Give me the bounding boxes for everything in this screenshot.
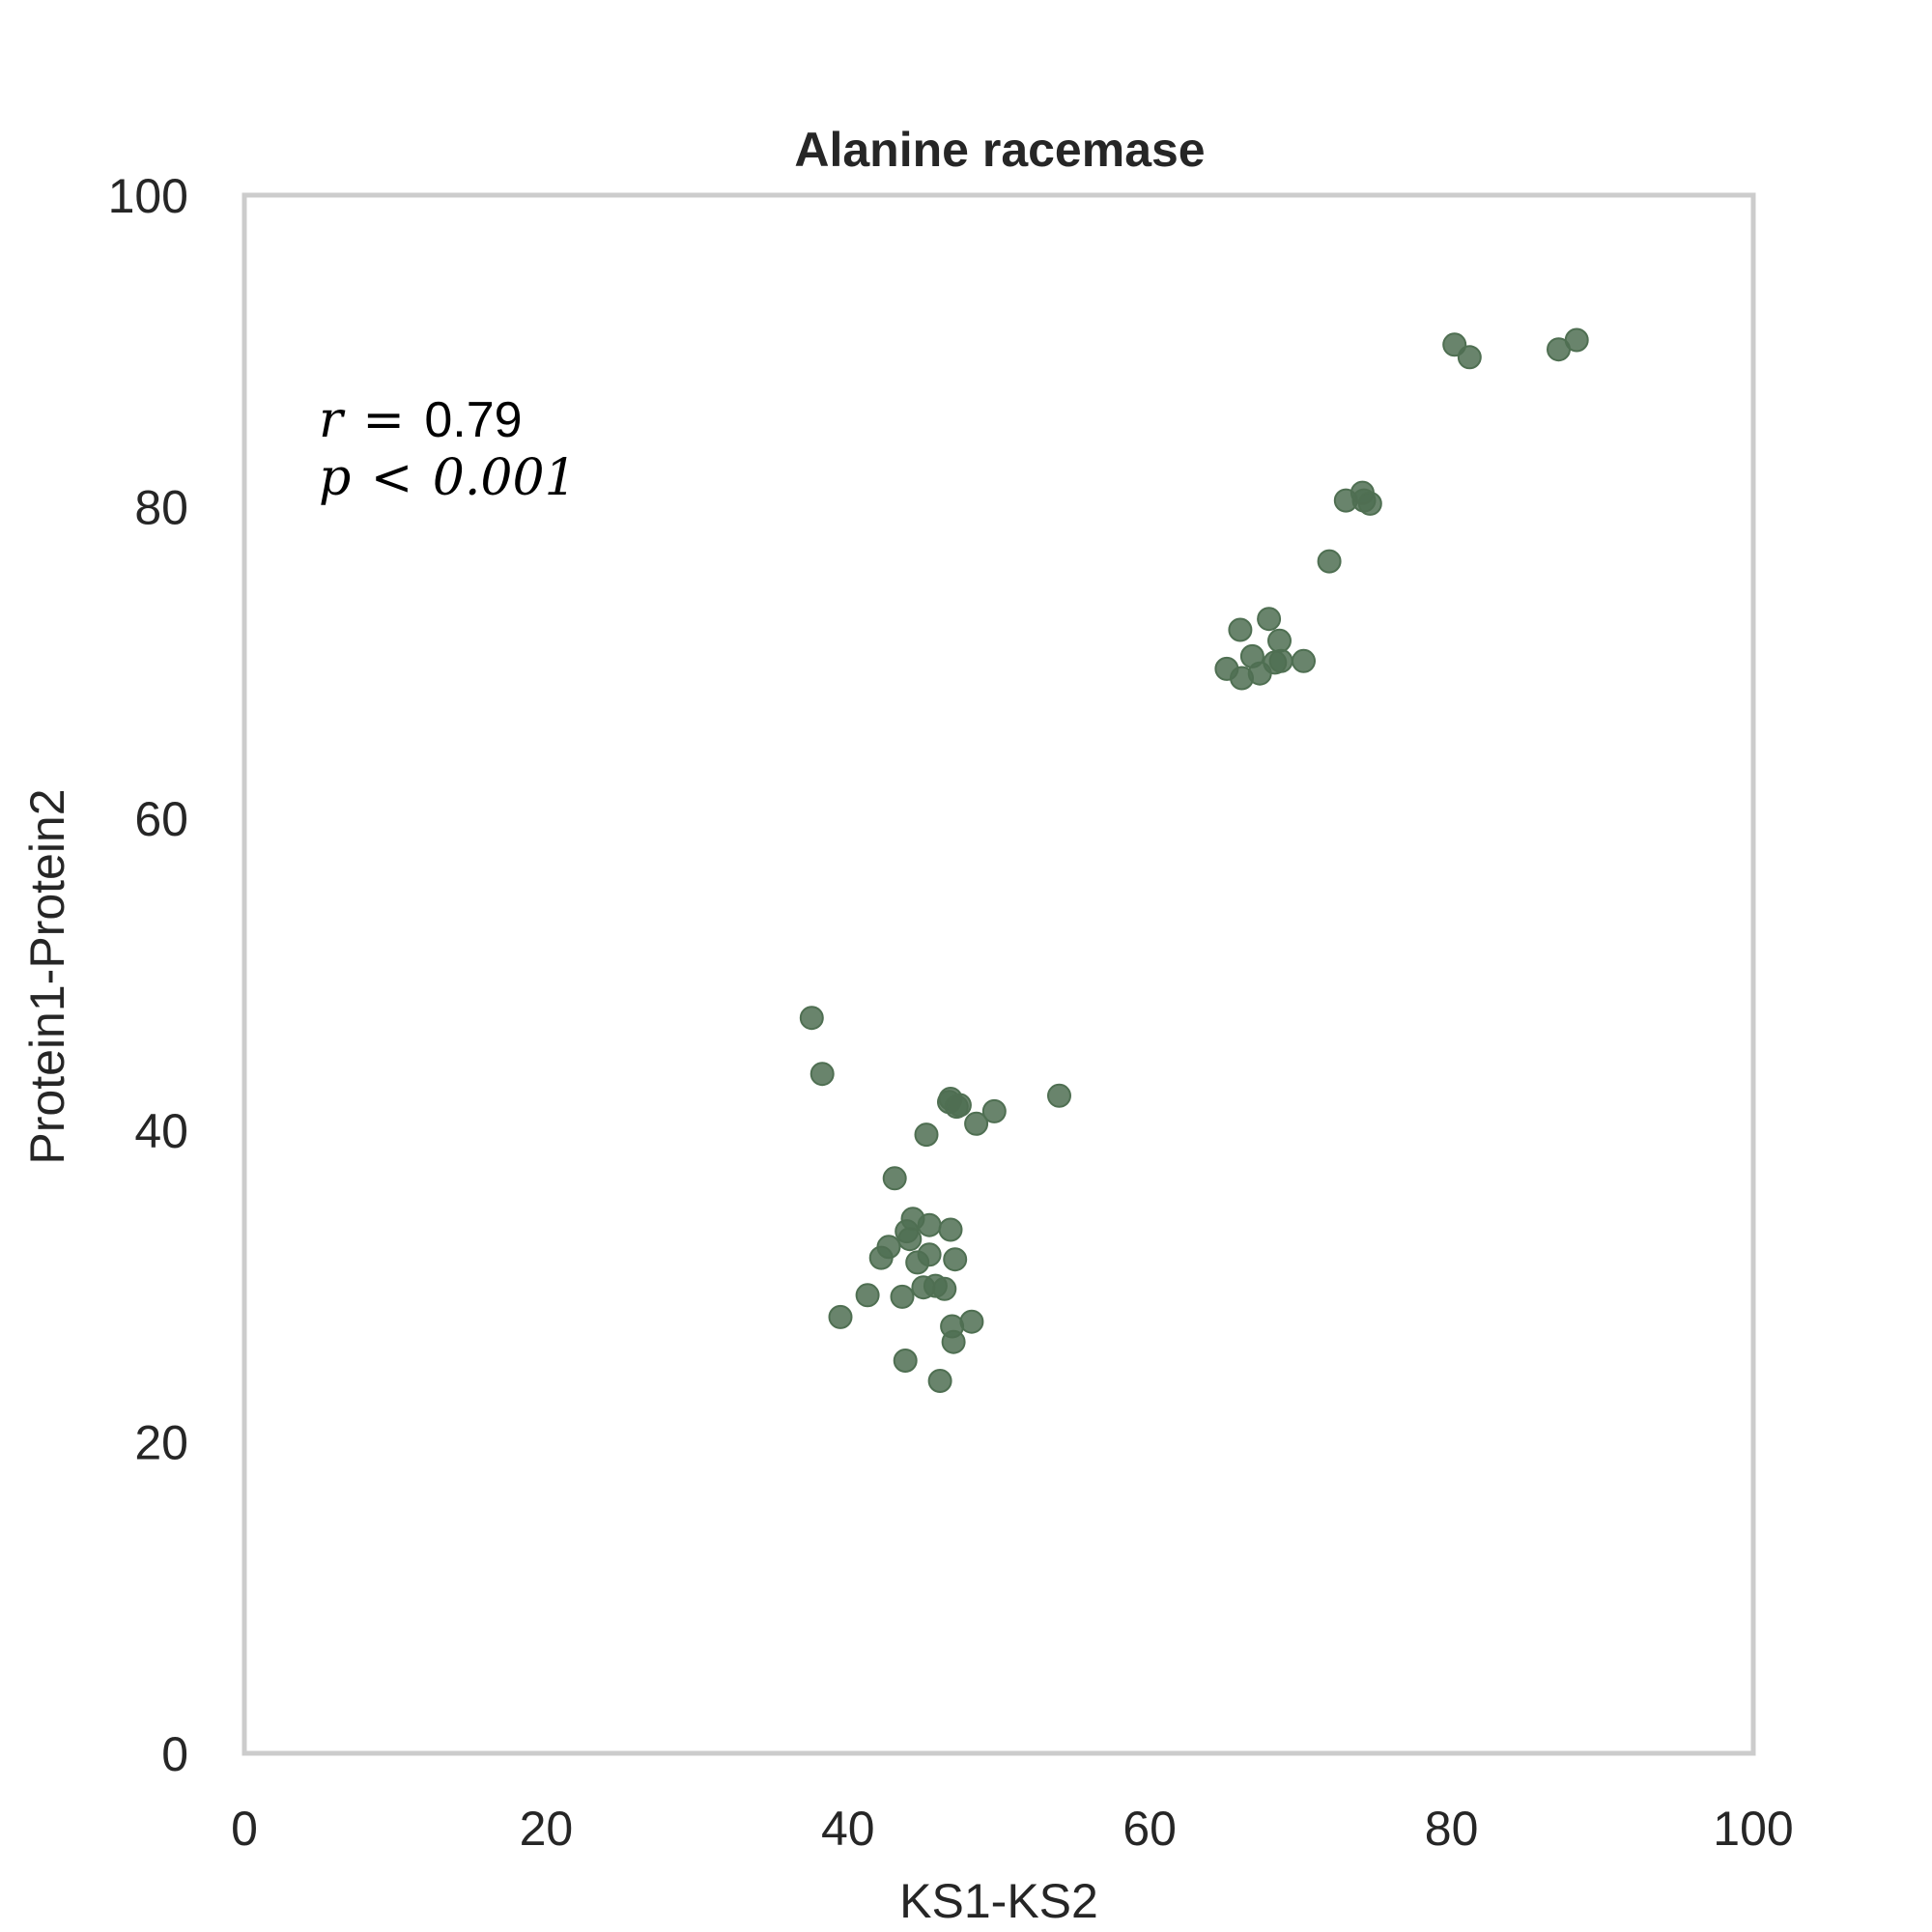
scatter-point-25 (943, 1247, 968, 1272)
scatter-point-50 (1564, 327, 1589, 353)
scatter-point-14 (914, 1122, 939, 1148)
scatter-point-3 (855, 1283, 880, 1308)
scatter-point-24 (941, 1329, 966, 1354)
scatter-point-37 (1257, 607, 1282, 632)
y-tick-label: 20 (134, 1415, 188, 1469)
scatter-point-48 (1457, 345, 1482, 370)
chart-title: Alanine racemase (794, 123, 1205, 177)
x-tick-label: 20 (520, 1802, 574, 1856)
x-tick-label: 100 (1713, 1802, 1793, 1856)
scatter-point-22 (938, 1217, 963, 1242)
x-tick-label: 60 (1122, 1802, 1177, 1856)
x-tick-label: 40 (821, 1802, 875, 1856)
scatter-point-18 (927, 1369, 952, 1393)
y-tick-label: 0 (161, 1727, 188, 1781)
r-annotation: r = 0.79 (319, 391, 523, 449)
scatter-point-0 (799, 1006, 824, 1031)
p-annotation: p < 0.001 (319, 449, 577, 507)
scatter-point-10 (897, 1227, 923, 1252)
x-tick-label: 80 (1425, 1802, 1479, 1856)
scatter-point-27 (947, 1093, 972, 1118)
scatter-point-39 (1267, 628, 1292, 653)
scatter-point-30 (981, 1098, 1007, 1123)
y-tick-label: 40 (134, 1104, 188, 1158)
scatter-point-28 (959, 1309, 984, 1334)
correlation-annotation: r = 0.79 p < 0.001 (319, 391, 577, 507)
scatter-point-5 (876, 1235, 901, 1260)
scatter-point-6 (882, 1166, 907, 1191)
scatter-point-29 (964, 1111, 989, 1136)
scatter-point-16 (917, 1242, 942, 1267)
scatter-point-41 (1292, 648, 1316, 673)
y-tick-label: 60 (134, 792, 188, 846)
p-value: 0.001 (433, 449, 577, 507)
scatter-point-1 (810, 1062, 835, 1087)
scatter-point-31 (1047, 1083, 1071, 1108)
scatter-point-40 (1268, 648, 1293, 673)
scatter-point-2 (828, 1304, 853, 1329)
scatter-point-19 (932, 1276, 957, 1301)
y-axis-label: Protein1-Protein2 (20, 788, 74, 1164)
p-variable: p (319, 449, 351, 507)
x-tick-label: 0 (231, 1802, 258, 1856)
p-less-than: < (371, 449, 413, 507)
scatter-point-46 (1357, 491, 1382, 516)
scatter-point-7 (890, 1284, 915, 1309)
scatter-point-8 (893, 1349, 918, 1373)
r-variable: r (319, 391, 346, 449)
scatter-point-15 (917, 1212, 942, 1237)
scatter-point-42 (1317, 549, 1342, 574)
scatter-points (799, 327, 1589, 1393)
y-tick-label: 100 (108, 169, 188, 223)
y-tick-label: 80 (134, 481, 188, 535)
x-axis-label: KS1-KS2 (899, 1874, 1098, 1928)
plot-frame (242, 192, 1756, 1756)
scatter-point-33 (1228, 617, 1253, 642)
r-value: 0.79 (424, 392, 522, 448)
axis-ticks: 0 20 40 60 80 100 0 20 40 60 80 100 (108, 169, 1794, 1856)
r-equals: = (362, 391, 405, 449)
